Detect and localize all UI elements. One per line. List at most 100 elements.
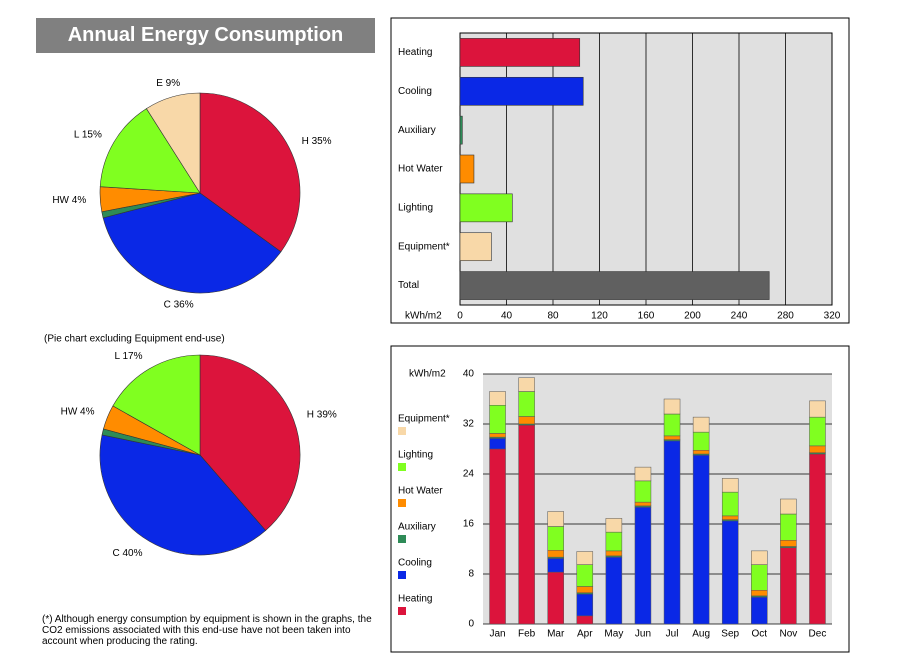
- slice-label: H 35%: [302, 136, 332, 147]
- bar-segment: [809, 453, 826, 625]
- bar: [459, 232, 492, 262]
- legend-label: Lighting: [398, 450, 433, 461]
- x-tick-label: 40: [501, 311, 513, 322]
- pie-slice: [112, 354, 201, 456]
- page-title: Annual Energy Consumption: [36, 18, 375, 53]
- slice-label: C 36%: [164, 300, 194, 311]
- x-tick-label: Oct: [752, 629, 768, 640]
- legend-swatch: [398, 535, 406, 543]
- pie-slice: [199, 92, 301, 253]
- category-label: Equipment*: [398, 241, 450, 252]
- bar-segment: [692, 455, 710, 625]
- x-tick-label: Mar: [547, 629, 565, 640]
- x-tick-label: Jul: [666, 629, 679, 640]
- category-label: Lighting: [398, 202, 433, 213]
- x-tick-label: 160: [638, 311, 655, 322]
- slice-label: L 15%: [74, 130, 102, 141]
- slice-label: L 17%: [115, 351, 143, 362]
- x-tick-label: Dec: [809, 629, 827, 640]
- bar-segment: [547, 511, 564, 527]
- y-tick-label: 8: [468, 569, 474, 580]
- legend-swatch: [398, 499, 406, 507]
- bar-segment: [780, 498, 797, 515]
- x-tick-label: Jun: [635, 629, 651, 640]
- x-tick-label: 120: [591, 311, 608, 322]
- bar-segment: [605, 518, 623, 533]
- bar-segment: [489, 405, 506, 434]
- bar-segment: [518, 377, 535, 392]
- bar-segment: [518, 416, 535, 425]
- bar-segment: [634, 480, 652, 503]
- slice-label: H 39%: [307, 410, 337, 421]
- y-tick-label: 16: [463, 519, 475, 530]
- bar-segment: [809, 400, 826, 418]
- bar-segment: [547, 558, 564, 573]
- x-tick-label: Sep: [721, 629, 739, 640]
- bar-segment: [576, 551, 594, 565]
- y-tick-label: 0: [468, 619, 474, 630]
- x-tick-label: 240: [731, 311, 748, 322]
- x-tick-label: Feb: [518, 629, 536, 640]
- x-tick-label: Aug: [692, 629, 710, 640]
- bar-segment: [780, 513, 797, 541]
- bar-segment: [634, 466, 652, 482]
- legend-swatch: [398, 607, 406, 615]
- x-tick-label: Jan: [489, 629, 505, 640]
- bar-segment: [663, 435, 681, 440]
- bar-segment: [721, 520, 739, 625]
- bar-segment: [576, 593, 594, 617]
- category-label: Total: [398, 280, 419, 291]
- y-tick-label: 32: [463, 419, 475, 430]
- legend-label: Hot Water: [398, 486, 443, 497]
- bar-segment: [809, 416, 826, 447]
- bar-segment: [751, 564, 768, 591]
- bar-segment: [605, 550, 623, 557]
- slice-label: E 9%: [156, 78, 180, 89]
- legend-label: Heating: [398, 594, 432, 605]
- bar-segment: [721, 478, 739, 493]
- bar-segment: [634, 506, 652, 625]
- bar-segment: [692, 431, 710, 451]
- x-tick-label: May: [604, 629, 623, 640]
- footnote: (*) Although energy consumption by equip…: [42, 614, 372, 647]
- plot-area: [483, 374, 832, 624]
- bar-segment: [576, 564, 594, 587]
- y-tick-label: 40: [463, 369, 475, 380]
- bar-segment: [721, 491, 739, 517]
- bar-segment: [605, 531, 623, 552]
- pie-slice: [99, 108, 201, 194]
- x-tick-label: 200: [684, 311, 701, 322]
- x-tick-label: Apr: [577, 629, 593, 640]
- bar-segment: [809, 445, 826, 453]
- legend-swatch: [398, 571, 406, 579]
- x-tick-label: 0: [457, 311, 463, 322]
- bar-segment: [663, 440, 681, 625]
- legend-swatch: [398, 463, 406, 471]
- category-label: Hot Water: [398, 164, 443, 175]
- slice-label: C 40%: [112, 548, 142, 559]
- bar: [459, 271, 770, 300]
- bar-segment: [518, 391, 535, 417]
- bar-segment: [489, 391, 506, 406]
- bar-segment: [576, 615, 594, 625]
- bar-segment: [692, 416, 710, 433]
- bar-segment: [751, 596, 768, 625]
- bar-segment: [663, 413, 681, 437]
- legend-swatch: [398, 427, 406, 435]
- category-label: Cooling: [398, 86, 432, 97]
- bar: [459, 154, 475, 184]
- y-tick-label: 24: [463, 469, 475, 480]
- y-axis-label: kWh/m2: [409, 369, 446, 380]
- bar: [459, 193, 513, 223]
- x-tick-label: 280: [777, 311, 794, 322]
- bar-segment: [780, 540, 797, 547]
- bar-segment: [751, 550, 768, 565]
- bar-segment: [692, 450, 710, 455]
- pie-slice: [99, 434, 267, 556]
- bar-segment: [489, 448, 506, 625]
- x-tick-label: 80: [547, 311, 559, 322]
- bar-segment: [547, 571, 564, 625]
- bar-segment: [780, 547, 797, 625]
- x-tick-label: 320: [824, 311, 841, 322]
